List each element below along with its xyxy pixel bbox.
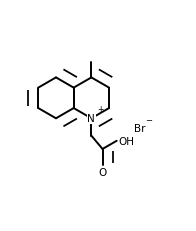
Text: O: O (98, 167, 107, 177)
Text: Br: Br (134, 124, 146, 134)
Text: OH: OH (119, 136, 135, 146)
Text: −: − (145, 116, 152, 125)
Text: N: N (87, 114, 95, 124)
Text: +: + (97, 105, 103, 114)
